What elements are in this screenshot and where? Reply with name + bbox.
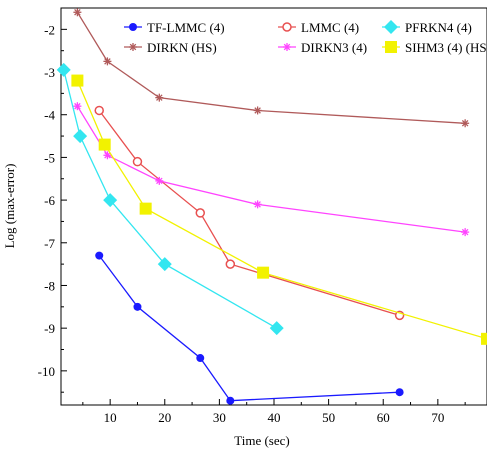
legend-item: DIRKN3 (4) [278,40,367,55]
data-point [269,321,284,336]
x-tick-label: 60 [377,410,390,425]
data-point [56,62,71,77]
legend-label: PFRKN4 (4) [405,20,472,35]
data-point [155,93,164,102]
axis-ticks [61,7,466,405]
series-5 [73,102,470,237]
x-tick-label: 10 [104,410,117,425]
legend-label: SIHM3 (4) (HS) [405,40,487,55]
legend-swatch-marker [129,23,137,31]
data-point [196,354,205,363]
data-point [103,151,112,160]
y-axis-label: Log (max-error) [2,164,17,249]
y-tick-label: -9 [44,321,55,336]
data-point [94,105,104,116]
x-tick-label: 50 [322,410,335,425]
data-point [71,74,84,87]
y-tick-label: -6 [44,193,55,208]
data-point [157,257,172,272]
data-point [73,129,88,144]
data-point [226,396,235,405]
series-1 [95,251,404,405]
series-layer [56,8,487,405]
data-point [95,251,104,260]
legend-label: LMMC (4) [301,20,359,35]
x-tick-label: 30 [213,410,226,425]
y-tick-label: -7 [44,236,55,251]
legend-swatch-marker [283,43,291,51]
series-line [76,80,487,340]
legend-swatch-marker [282,22,292,32]
y-tick-label: -10 [38,364,55,379]
data-point [73,102,82,111]
legend: TF-LMMC (4) LMMC (4) PFRKN4 (4) DIRKN (HS) D… [124,20,487,55]
data-point [225,259,236,269]
y-tick-label: -8 [44,278,55,293]
data-point [253,106,262,115]
y-tick-label: -2 [44,22,55,37]
data-point [461,119,470,128]
series-line [98,255,400,402]
x-tick-label: 70 [431,410,444,425]
data-point [461,228,470,237]
legend-item: SIHM3 (4) (HS) [382,40,487,55]
data-point [257,266,270,279]
y-tick-label: -5 [44,150,55,165]
y-tick-label: -3 [44,65,55,80]
data-point [133,302,142,311]
legend-item: LMMC (4) [278,20,359,35]
x-axis-label: Time (sec) [234,433,290,448]
legend-label: DIRKN3 (4) [301,40,367,55]
legend-label: DIRKN (HS) [147,40,217,55]
series-4 [73,8,470,128]
data-point [195,208,206,218]
data-point [98,138,111,151]
data-point [155,176,164,185]
series-2 [94,105,405,321]
legend-label: TF-LMMC (4) [147,20,225,35]
legend-swatch-marker [129,43,137,51]
legend-item: DIRKN (HS) [124,40,217,55]
data-point [139,202,152,215]
legend-swatch-marker [385,41,397,53]
series-3 [56,62,284,336]
data-point [132,156,143,167]
data-point [481,332,487,345]
x-tick-label: 40 [268,410,281,425]
series-6 [71,74,487,345]
data-point [253,200,262,209]
x-tick-label: 20 [158,410,171,425]
legend-item: PFRKN4 (4) [382,20,472,35]
data-point [103,193,118,208]
legend-swatch-marker [384,20,398,34]
axis-tick-labels: 10 20 30 40 50 60 70 -2 -3 -4 -5 -6 -7 -8 -9 -10 [38,22,445,425]
series-line [76,105,466,233]
data-point [103,57,112,66]
legend-item: TF-LMMC (4) [124,20,225,35]
y-tick-label: -4 [44,108,55,123]
data-point [73,8,82,17]
data-point [395,388,404,397]
